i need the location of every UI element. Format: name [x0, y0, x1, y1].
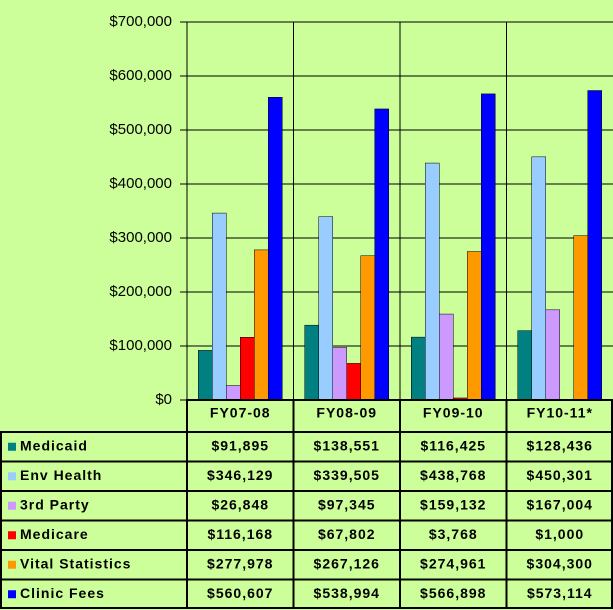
table-value: $116,168	[207, 526, 273, 542]
table-value: $274,961	[420, 555, 486, 571]
bar	[531, 156, 546, 401]
bar	[212, 212, 227, 401]
table-value: $438,768	[420, 467, 486, 483]
legend-swatch	[8, 442, 16, 451]
table-value: $304,300	[527, 555, 593, 571]
bar	[318, 216, 333, 401]
bar	[346, 363, 361, 401]
y-tick-label: $500,000	[109, 121, 172, 138]
table-value: $116,425	[420, 437, 486, 453]
y-tick-label: $400,000	[109, 175, 172, 192]
legend-swatch	[8, 472, 16, 481]
bar	[411, 336, 426, 401]
table-value: $128,436	[527, 437, 593, 453]
bar	[517, 330, 532, 401]
y-tick-label: $700,000	[109, 13, 172, 30]
bar	[573, 235, 588, 401]
bar	[425, 162, 440, 401]
table-value: $26,848	[211, 496, 269, 512]
table-value: $167,004	[527, 496, 593, 512]
table-value: $346,129	[207, 467, 273, 483]
legend-label: Medicaid	[20, 437, 88, 453]
table-value: $67,802	[318, 526, 376, 542]
bar	[587, 90, 602, 401]
table-value: $339,505	[314, 467, 380, 483]
x-tick-label: FY08-09	[316, 405, 377, 421]
y-tick-label: $0	[155, 391, 172, 408]
y-tick-label: $100,000	[109, 337, 172, 354]
table-value: $450,301	[527, 467, 593, 483]
bar	[304, 324, 319, 401]
x-tick-label: FY09-10	[423, 405, 484, 421]
bar	[439, 313, 454, 401]
table-value: $267,126	[314, 555, 380, 571]
bar	[254, 249, 269, 401]
legend-label: Vital Statistics	[20, 555, 131, 571]
legend-swatch	[8, 560, 16, 569]
legend-swatch	[8, 531, 16, 540]
bar	[332, 347, 347, 401]
legend-swatch	[8, 590, 16, 599]
bar	[545, 309, 560, 401]
legend-label: 3rd Party	[20, 496, 90, 512]
table-value: $560,607	[207, 585, 273, 601]
legend-label: Medicare	[20, 526, 89, 542]
table-value: $159,132	[420, 496, 486, 512]
table-value: $566,898	[420, 585, 486, 601]
bar	[240, 337, 255, 401]
table-value: $3,768	[429, 526, 478, 542]
y-tick-label: $200,000	[109, 283, 172, 300]
table-value: $573,114	[527, 585, 593, 601]
x-tick-label: FY07-08	[210, 405, 271, 421]
table-value: $138,551	[314, 437, 380, 453]
bar	[268, 97, 283, 401]
legend-label: Clinic Fees	[20, 585, 105, 601]
table-value: $1,000	[535, 526, 584, 542]
x-tick-label: FY10-11*	[527, 405, 593, 421]
table-value: $277,978	[207, 555, 273, 571]
bar	[226, 385, 241, 401]
bar	[360, 255, 375, 401]
legend-label: Env Health	[20, 467, 102, 483]
bar	[198, 350, 213, 401]
bar	[374, 108, 389, 401]
bar	[481, 93, 496, 401]
table-value: $91,895	[211, 437, 269, 453]
y-tick-label: $300,000	[109, 229, 172, 246]
y-tick-label: $600,000	[109, 67, 172, 84]
table-value: $97,345	[318, 496, 376, 512]
bar	[467, 251, 482, 401]
table-value: $538,994	[314, 585, 380, 601]
legend-swatch	[8, 501, 16, 510]
